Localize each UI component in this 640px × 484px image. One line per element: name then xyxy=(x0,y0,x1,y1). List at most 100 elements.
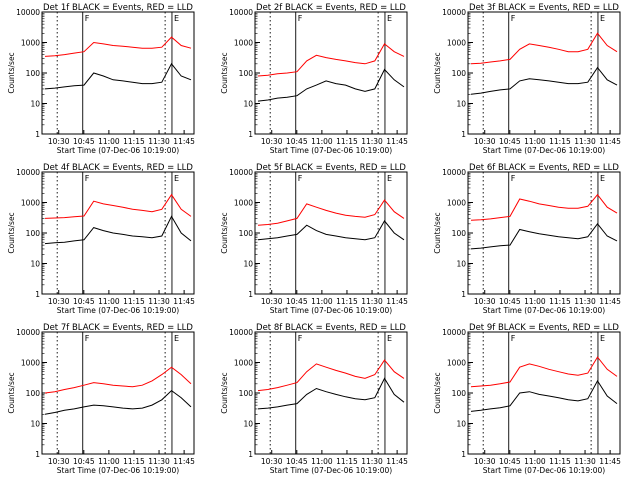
x-tick-label: 11:45 xyxy=(599,457,621,466)
x-tick-label: 11:00 xyxy=(98,457,120,466)
x-tick-label: 11:00 xyxy=(98,137,120,146)
y-tick-label: 10 xyxy=(243,100,253,109)
panel-title: Det 1f BLACK = Events, RED = LLD xyxy=(43,3,193,13)
panel-title: Det 8f BLACK = Events, RED = LLD xyxy=(256,323,406,333)
y-tick-label: 100 xyxy=(239,389,254,398)
time-marker-label: E xyxy=(387,174,392,183)
plot-frame xyxy=(467,11,621,135)
series-line-events xyxy=(44,215,192,245)
panel-title: Det 6f BLACK = Events, RED = LLD xyxy=(469,163,619,173)
x-tick-label: 10:30 xyxy=(48,457,70,466)
y-tick-label: 100 xyxy=(452,229,467,238)
x-tick-label: 11:15 xyxy=(123,137,145,146)
panel-title: Det 2f BLACK = Events, RED = LLD xyxy=(256,3,406,13)
y-tick-label: 1000 xyxy=(234,39,253,48)
panel-det-2: Det 2f BLACK = Events, RED = LLD 1 10 100 10… xyxy=(220,3,408,155)
y-tick-label: 10000 xyxy=(229,8,253,17)
y-axis-label: Counts/sec xyxy=(7,372,16,413)
time-marker-label: F xyxy=(511,14,516,23)
x-tick-label: 11:30 xyxy=(574,297,596,306)
y-tick-label: 10000 xyxy=(442,168,466,177)
panel-det-1: Det 1f BLACK = Events, RED = LLD 1 10 100 10… xyxy=(7,3,195,155)
panel-title: Det 7f BLACK = Events, RED = LLD xyxy=(43,323,193,333)
series-line-events xyxy=(257,377,405,410)
x-axis-label: Start Time (07-Dec-06 10:19:00) xyxy=(270,146,392,155)
y-tick-label: 10000 xyxy=(229,168,253,177)
panel-det-4: Det 4f BLACK = Events, RED = LLD 1 10 100 10… xyxy=(7,163,195,315)
x-tick-label: 10:30 xyxy=(474,457,496,466)
x-tick-label: 10:30 xyxy=(261,297,283,306)
time-marker-label: E xyxy=(174,14,179,23)
time-marker-label: E xyxy=(174,174,179,183)
series-line-events xyxy=(470,66,618,95)
y-tick-label: 100 xyxy=(239,69,254,78)
x-tick-label: 11:45 xyxy=(599,297,621,306)
x-axis-label: Start Time (07-Dec-06 10:19:00) xyxy=(483,466,605,475)
time-marker-label: F xyxy=(298,334,303,343)
y-axis-label: Counts/sec xyxy=(220,212,229,253)
y-tick-label: 100 xyxy=(239,229,254,238)
x-tick-label: 10:45 xyxy=(73,297,95,306)
series-line-lld xyxy=(470,356,618,388)
x-tick-label: 11:15 xyxy=(549,137,571,146)
y-tick-label: 100 xyxy=(26,389,41,398)
series-line-events xyxy=(470,222,618,250)
y-tick-label: 10000 xyxy=(16,8,40,17)
plot-frame xyxy=(254,171,408,295)
y-tick-label: 100 xyxy=(26,229,41,238)
series-line-events xyxy=(257,220,405,241)
panel-det-9: Det 9f BLACK = Events, RED = LLD 1 10 100 10… xyxy=(433,323,621,475)
y-tick-label: 10 xyxy=(456,100,466,109)
y-tick-label: 10000 xyxy=(16,328,40,337)
plot-frame xyxy=(41,11,195,135)
plot-frame xyxy=(254,11,408,135)
y-tick-label: 10 xyxy=(30,420,40,429)
y-tick-label: 1 xyxy=(461,130,466,139)
y-tick-label: 1000 xyxy=(234,359,253,368)
x-tick-label: 11:45 xyxy=(173,297,195,306)
x-tick-label: 10:45 xyxy=(286,297,308,306)
plot-frame xyxy=(41,331,195,455)
x-tick-label: 10:30 xyxy=(48,137,70,146)
y-tick-label: 10 xyxy=(243,420,253,429)
x-axis-label: Start Time (07-Dec-06 10:19:00) xyxy=(57,466,179,475)
x-tick-label: 10:30 xyxy=(261,457,283,466)
x-tick-label: 11:15 xyxy=(336,457,358,466)
series-line-events xyxy=(44,389,192,415)
x-tick-label: 11:45 xyxy=(599,137,621,146)
series-line-lld xyxy=(44,193,192,219)
y-tick-label: 1 xyxy=(461,290,466,299)
y-tick-label: 10 xyxy=(243,260,253,269)
y-tick-label: 100 xyxy=(26,69,41,78)
y-axis-label: Counts/sec xyxy=(220,372,229,413)
panel-title: Det 9f BLACK = Events, RED = LLD xyxy=(469,323,619,333)
y-tick-label: 1000 xyxy=(447,39,466,48)
y-tick-label: 1 xyxy=(461,450,466,459)
y-tick-label: 10000 xyxy=(229,328,253,337)
x-tick-label: 11:30 xyxy=(361,137,383,146)
y-tick-label: 1000 xyxy=(234,199,253,208)
x-axis-label: Start Time (07-Dec-06 10:19:00) xyxy=(57,306,179,315)
y-tick-label: 1 xyxy=(35,450,40,459)
x-tick-label: 10:30 xyxy=(48,297,70,306)
time-marker-label: E xyxy=(600,14,605,23)
x-tick-label: 11:00 xyxy=(98,297,120,306)
x-tick-label: 11:30 xyxy=(574,457,596,466)
x-tick-label: 11:30 xyxy=(361,297,383,306)
x-tick-label: 10:45 xyxy=(499,457,521,466)
panel-title: Det 3f BLACK = Events, RED = LLD xyxy=(469,3,619,13)
x-axis-label: Start Time (07-Dec-06 10:19:00) xyxy=(483,146,605,155)
series-line-lld xyxy=(44,366,192,394)
series-line-lld xyxy=(257,359,405,392)
y-axis-label: Counts/sec xyxy=(433,372,442,413)
time-marker-label: F xyxy=(298,174,303,183)
x-tick-label: 11:30 xyxy=(574,137,596,146)
y-tick-label: 1000 xyxy=(21,39,40,48)
y-tick-label: 1 xyxy=(248,450,253,459)
y-tick-label: 100 xyxy=(452,389,467,398)
x-tick-label: 11:30 xyxy=(148,297,170,306)
x-tick-label: 10:45 xyxy=(286,137,308,146)
x-tick-label: 10:30 xyxy=(474,137,496,146)
